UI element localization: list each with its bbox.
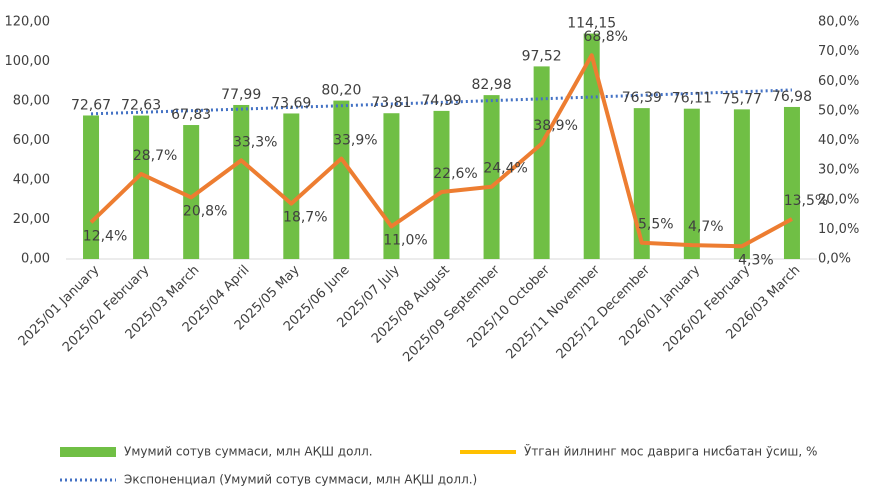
bar	[433, 110, 450, 260]
bar-value-label: 75,77	[722, 91, 762, 107]
bar	[683, 108, 700, 260]
y2-tick-label: 30,0%	[818, 163, 859, 178]
bar-value-label: 77,99	[221, 87, 261, 103]
bar-value-label: 82,98	[472, 77, 512, 93]
x-tick-label: 2025/01 January	[16, 262, 103, 349]
y-tick-label: 0,00	[21, 252, 50, 267]
trend-line	[90, 88, 793, 116]
bar	[333, 100, 350, 259]
bar	[533, 66, 550, 259]
bar-value-label: 114,15	[567, 16, 616, 32]
line-value-label: 13,5%	[784, 193, 828, 209]
y2-tick-label: 60,0%	[818, 74, 859, 89]
bar-value-label: 72,67	[71, 97, 111, 113]
y2-tick-label: 80,0%	[818, 15, 859, 30]
x-tick-label: 2025/11 November	[503, 262, 603, 362]
bar	[583, 33, 600, 260]
line-value-label: 33,3%	[233, 134, 277, 150]
legend-swatch	[60, 447, 116, 457]
line-value-label: 24,4%	[483, 161, 527, 177]
y2-tick-label: 40,0%	[818, 133, 859, 148]
line-value-label: 5,5%	[638, 217, 674, 233]
line-value-label: 12,4%	[83, 228, 127, 244]
bar	[233, 104, 250, 259]
line-value-label: 38,9%	[533, 118, 577, 134]
bar-value-label: 76,11	[672, 91, 712, 107]
bar	[783, 106, 800, 259]
bar-value-label: 76,98	[772, 89, 812, 105]
bar-value-label: 72,63	[121, 98, 161, 114]
line-value-label: 68,8%	[583, 29, 627, 45]
bar-value-label: 97,52	[522, 48, 562, 64]
bar-value-label: 73,81	[371, 95, 411, 111]
x-tick-label: 2025/02 February	[60, 262, 153, 355]
bar	[483, 95, 500, 259]
y-tick-label: 20,00	[13, 212, 50, 227]
bar	[733, 109, 750, 259]
x-tick-label: 2025/09 September	[400, 262, 503, 365]
y-tick-label: 120,00	[5, 15, 51, 30]
bar-value-label: 74,99	[421, 93, 461, 109]
bar-value-label: 76,39	[622, 90, 662, 106]
line-value-label: 4,7%	[688, 219, 724, 235]
legend-label: Ўтган йилнинг мос даврига нисбатан ўсиш,…	[524, 444, 817, 459]
bar	[183, 125, 200, 259]
bar	[83, 115, 100, 260]
y-tick-label: 60,00	[13, 133, 50, 148]
line-value-label: 11,0%	[383, 232, 427, 248]
bar-value-label: 73,69	[271, 95, 311, 111]
x-tick-label: 2025/10 October	[464, 262, 553, 351]
y-tick-label: 80,00	[13, 94, 50, 109]
y2-tick-label: 70,0%	[818, 44, 859, 59]
bar-value-label: 67,83	[171, 107, 211, 123]
y2-tick-label: 10,0%	[818, 222, 859, 237]
line	[89, 53, 793, 249]
y-tick-label: 100,00	[5, 54, 51, 69]
legend-label: Экспоненциал (Умумий сотув суммаси, млн …	[124, 473, 477, 487]
bar	[283, 113, 300, 259]
y2-tick-label: 0,0%	[818, 252, 851, 267]
line-value-label: 33,9%	[333, 133, 377, 149]
bar	[133, 115, 150, 259]
line-value-label: 28,7%	[133, 148, 177, 164]
y2-tick-label: 20,0%	[818, 192, 859, 207]
y-tick-label: 40,00	[13, 173, 50, 188]
x-tick-label: 2025/12 December	[554, 262, 654, 362]
bar-value-label: 80,20	[321, 83, 361, 99]
line-value-label: 20,8%	[183, 203, 227, 219]
line-value-label: 4,3%	[738, 252, 774, 268]
line-value-label: 22,6%	[433, 166, 477, 182]
y2-tick-label: 50,0%	[818, 103, 859, 118]
x-tick-label: 2026/02 February	[661, 262, 754, 355]
line-value-label: 18,7%	[283, 210, 327, 226]
legend-label: Умумий сотув суммаси, млн АҚШ долл.	[124, 445, 373, 459]
